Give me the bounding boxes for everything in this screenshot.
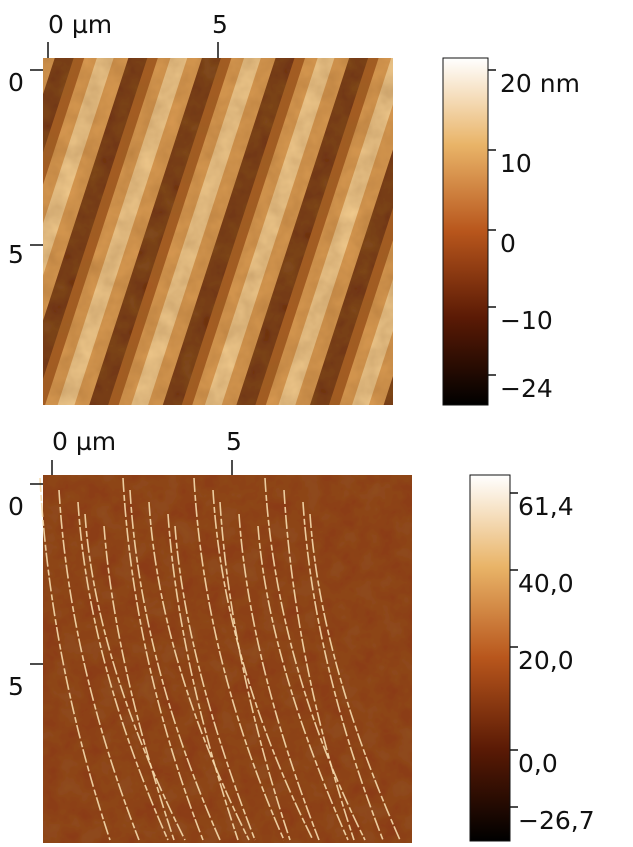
colorbar-ticks: 20 nm 10 0 −10 −24 bbox=[488, 69, 580, 403]
y-tick-label: 5 bbox=[8, 240, 24, 269]
colorbar-tick-label: −24 bbox=[500, 374, 553, 403]
panel-1: 0 µm 5 0 5 20 nm 10 0 −10 −24 bbox=[8, 10, 580, 405]
colorbar-tick-label: 40,0 bbox=[518, 569, 574, 598]
colorbar bbox=[443, 58, 488, 405]
colorbar-tick-label: 20,0 bbox=[518, 646, 574, 675]
colorbar-tick-label: 0,0 bbox=[518, 749, 558, 778]
page: 0 µm 5 0 5 20 nm 10 0 −10 −24 0 µm 5 0 5 61,… bbox=[0, 0, 633, 843]
colorbar-tick-label: 61,4 bbox=[518, 492, 574, 521]
colorbar-tick-label: 20 nm bbox=[500, 69, 580, 98]
y-tick-label: 0 bbox=[8, 492, 24, 521]
y-tick-label: 5 bbox=[8, 672, 24, 701]
colorbar-tick-label: −10 bbox=[500, 306, 553, 335]
x-tick-label: 0 µm bbox=[48, 10, 112, 39]
panel-2: 0 µm 5 0 5 61,4 40,0 20,0 0,0 −26,7 bbox=[8, 427, 595, 843]
colorbar-tick-label: −26,7 bbox=[518, 806, 595, 835]
phase-image bbox=[43, 475, 412, 843]
colorbar-tick-label: 0 bbox=[500, 229, 516, 258]
colorbar-ticks: 61,4 40,0 20,0 0,0 −26,7 bbox=[510, 492, 595, 835]
colorbar-tick-label: 10 bbox=[500, 149, 532, 178]
x-tick-label: 5 bbox=[212, 10, 228, 39]
y-tick-label: 0 bbox=[8, 68, 24, 97]
colorbar bbox=[470, 475, 510, 841]
x-tick-label: 0 µm bbox=[52, 427, 116, 456]
figure: 0 µm 5 0 5 20 nm 10 0 −10 −24 0 µm 5 0 5 61,… bbox=[0, 0, 633, 843]
topography-image bbox=[43, 58, 393, 405]
x-tick-label: 5 bbox=[226, 427, 242, 456]
